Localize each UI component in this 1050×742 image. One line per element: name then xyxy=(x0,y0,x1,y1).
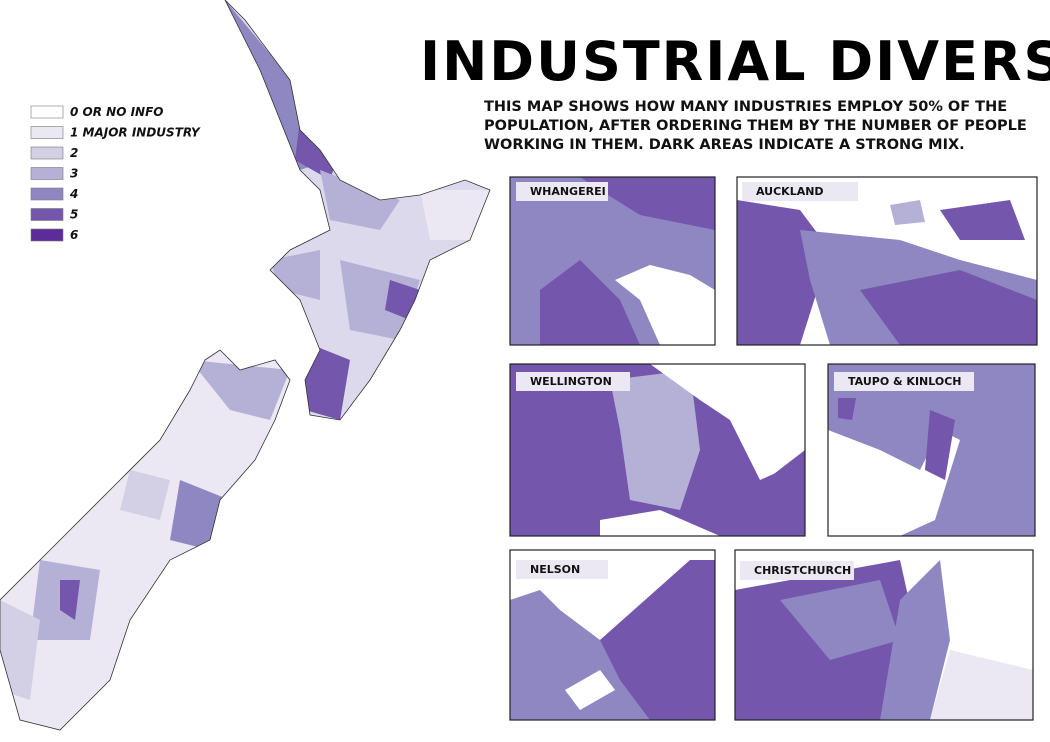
inset-label-box xyxy=(516,372,630,391)
legend-swatch xyxy=(30,126,64,139)
inset-label-box xyxy=(742,182,858,201)
south-island xyxy=(0,350,290,730)
inset-label: WHANGEREI xyxy=(530,185,606,198)
inset-label: WELLINGTON xyxy=(530,375,612,388)
inset-frame xyxy=(736,176,1038,346)
inset-frame xyxy=(509,176,716,346)
south-island-outline xyxy=(0,349,291,731)
legend-label: 3 xyxy=(70,167,78,181)
inset-map xyxy=(510,364,805,536)
inset-label-box xyxy=(834,372,974,391)
inset-frame xyxy=(509,363,806,537)
inset-map xyxy=(828,364,1035,536)
legend-swatch xyxy=(30,187,64,201)
inset-labels: WHANGEREI AUCKLAND WELLINGTON TAUPO & KINLO… xyxy=(516,182,974,580)
inset-label-box xyxy=(516,182,608,201)
legend-label: 4 xyxy=(69,187,78,201)
legend: 0 OR NO INFO 1 MAJOR INDUSTRY 2 3 4 5 6 xyxy=(30,105,201,242)
inset-map xyxy=(735,550,1033,720)
inset-frame xyxy=(827,363,1036,537)
description-line: WORKING IN THEM. DARK AREAS INDICATE A S… xyxy=(484,137,965,153)
title: INDUSTRIAL DIVERSITY xyxy=(420,30,1050,93)
legend-label: 1 MAJOR INDUSTRY xyxy=(70,126,201,140)
legend-label: 2 xyxy=(70,146,78,160)
inset-map xyxy=(737,177,1037,345)
inset-label-box xyxy=(516,560,608,579)
inset-label: CHRISTCHURCH xyxy=(754,564,851,577)
legend-label: 5 xyxy=(70,208,78,222)
description-line: THIS MAP SHOWS HOW MANY INDUSTRIES EMPLO… xyxy=(484,99,1007,115)
description-line: POPULATION, AFTER ORDERING THEM BY THE N… xyxy=(484,118,1027,134)
north-island-outline xyxy=(224,0,491,421)
legend-swatch xyxy=(30,105,64,119)
inset-label-box xyxy=(740,561,854,580)
inset-map xyxy=(510,177,715,345)
inset-label: NELSON xyxy=(530,563,580,576)
legend-swatch xyxy=(30,228,64,242)
legend-swatch xyxy=(30,208,64,221)
legend-swatch xyxy=(30,146,64,160)
legend-label: 0 OR NO INFO xyxy=(70,105,163,119)
inset-label: TAUPO & KINLOCH xyxy=(848,375,962,388)
inset-frame xyxy=(734,549,1034,721)
legend-swatch xyxy=(30,167,64,180)
inset-frame xyxy=(509,549,716,721)
inset-label: AUCKLAND xyxy=(756,185,824,198)
legend-label: 6 xyxy=(70,228,78,242)
